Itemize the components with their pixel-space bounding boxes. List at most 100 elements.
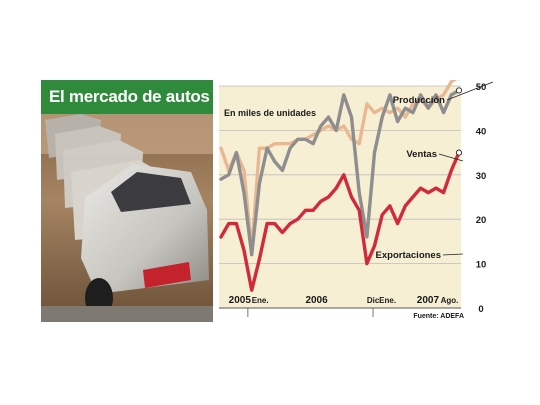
line-chart: 0 10 20 30 40 50 Producción Ventas Exportaciones…	[213, 80, 497, 322]
data-point-produccion	[281, 142, 284, 146]
data-point-ventas	[273, 160, 277, 163]
data-point-ventas	[288, 146, 292, 150]
data-point-exportaciones	[350, 195, 353, 199]
data-point-ventas	[373, 151, 376, 154]
series-end-marker-exportaciones	[455, 149, 463, 156]
data-point-produccion	[342, 124, 346, 128]
text-layer: 0 10 20 30 40 50 Producción Ventas Exportaciones…	[224, 80, 494, 320]
data-point-produccion	[311, 133, 315, 137]
leader-line-produccion	[446, 81, 494, 101]
data-point-ventas	[442, 111, 445, 114]
data-point-produccion	[288, 142, 292, 146]
month-label: Ene.	[379, 296, 396, 305]
data-point-exportaciones	[411, 195, 415, 199]
data-point-exportaciones	[380, 213, 384, 217]
data-point-produccion	[219, 146, 223, 150]
month-label: Dic.	[367, 296, 382, 305]
data-point-exportaciones	[304, 209, 307, 212]
chart-title: El mercado de autos	[41, 80, 213, 114]
data-point-produccion	[380, 106, 384, 110]
data-point-produccion	[403, 115, 407, 119]
data-point-produccion	[442, 93, 445, 97]
data-point-exportaciones	[219, 235, 223, 239]
data-point-exportaciones	[334, 186, 338, 190]
cars-illustration	[41, 80, 213, 322]
data-point-produccion	[327, 124, 330, 128]
data-point-exportaciones	[396, 222, 399, 225]
cars-photo	[41, 80, 213, 322]
data-point-produccion	[357, 142, 361, 146]
data-point-exportaciones	[281, 231, 284, 234]
data-point-ventas	[265, 146, 269, 150]
data-point-produccion	[373, 111, 376, 114]
data-point-ventas	[219, 177, 223, 181]
data-point-ventas	[327, 115, 330, 119]
data-point-ventas	[242, 191, 246, 194]
data-point-produccion	[258, 146, 261, 150]
leader-line-ventas	[438, 153, 464, 162]
data-point-ventas	[296, 137, 300, 141]
data-point-exportaciones	[296, 217, 300, 221]
y-tick-label: 30	[476, 171, 487, 182]
year-label: 2007	[417, 295, 440, 306]
series-label-produccion: Producción	[393, 95, 445, 106]
year-label: 2005	[229, 295, 252, 306]
data-point-ventas	[434, 93, 438, 97]
source-note: Fuente: ADEFA	[413, 313, 464, 320]
data-point-exportaciones	[434, 186, 438, 190]
data-point-produccion	[388, 111, 392, 114]
data-point-ventas	[357, 191, 361, 194]
data-point-ventas	[304, 137, 307, 141]
data-point-ventas	[281, 169, 284, 172]
data-point-exportaciones	[388, 204, 392, 208]
data-point-ventas	[258, 182, 261, 185]
data-point-exportaciones	[403, 204, 407, 208]
data-point-exportaciones	[373, 244, 376, 248]
month-label: Ago.	[441, 296, 459, 305]
y-tick-label: 20	[476, 215, 487, 226]
data-point-exportaciones	[442, 191, 445, 194]
data-point-ventas	[419, 93, 422, 97]
data-point-produccion	[396, 106, 399, 110]
data-point-exportaciones	[227, 222, 230, 225]
data-point-exportaciones	[357, 209, 361, 212]
data-point-ventas	[403, 106, 407, 110]
month-label: Ene.	[252, 296, 269, 305]
series-end-marker-ventas	[455, 87, 463, 94]
data-point-ventas	[411, 111, 415, 114]
series-line-exportaciones	[219, 150, 461, 292]
unit-label: En miles de unidades	[224, 108, 316, 118]
y-tick-label: 50	[476, 82, 487, 93]
data-point-exportaciones	[265, 222, 269, 225]
data-point-ventas	[227, 173, 230, 177]
data-point-ventas	[334, 129, 338, 132]
chart-figure: El mercado de autos 0 10 20 30 40 50 Producció…	[41, 80, 497, 322]
data-point-exportaciones	[235, 222, 238, 225]
data-point-exportaciones	[258, 257, 261, 261]
data-point-exportaciones	[288, 222, 292, 225]
data-point-exportaciones	[273, 222, 277, 225]
y-tick-label: 10	[476, 260, 487, 271]
series-line-ventas	[219, 88, 461, 257]
data-point-ventas	[319, 124, 323, 128]
data-point-ventas	[311, 142, 315, 146]
data-point-ventas	[235, 151, 238, 154]
data-point-exportaciones	[365, 262, 369, 265]
y-tick-label: 40	[476, 126, 487, 137]
data-point-ventas	[342, 93, 346, 97]
data-point-exportaciones	[342, 173, 346, 177]
data-point-ventas	[250, 253, 254, 257]
y-tick-label: 0	[478, 304, 483, 315]
data-point-ventas	[396, 120, 399, 123]
data-point-exportaciones	[311, 209, 315, 212]
leader-line-exportaciones	[442, 253, 464, 256]
data-point-exportaciones	[242, 248, 246, 252]
data-point-ventas	[450, 93, 453, 97]
data-point-exportaciones	[327, 195, 330, 199]
data-point-exportaciones	[426, 191, 430, 194]
data-point-ventas	[426, 106, 430, 110]
data-point-exportaciones	[450, 169, 453, 172]
series-label-ventas: Ventas	[406, 149, 437, 160]
data-point-produccion	[365, 102, 369, 106]
data-point-ventas	[380, 115, 384, 119]
